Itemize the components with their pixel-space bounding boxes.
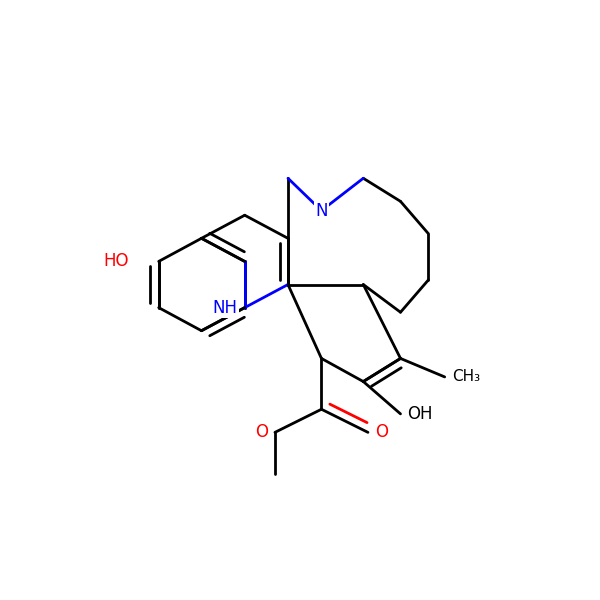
Text: HO: HO xyxy=(103,253,128,271)
Text: OH: OH xyxy=(407,405,433,423)
Text: CH₃: CH₃ xyxy=(452,370,480,385)
Text: O: O xyxy=(255,424,268,442)
Text: N: N xyxy=(315,202,328,220)
Text: NH: NH xyxy=(213,299,238,317)
Text: O: O xyxy=(375,424,388,442)
